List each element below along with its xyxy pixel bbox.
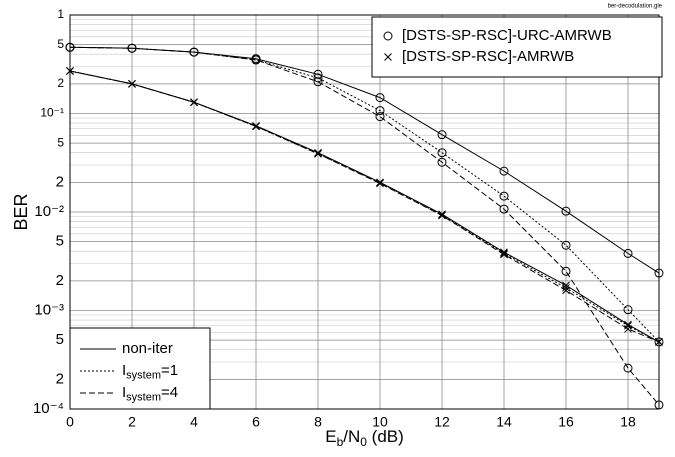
y-tick-label: 2: [56, 173, 64, 190]
marker: [376, 179, 384, 188]
series-line: [69, 70, 660, 343]
marker: [375, 106, 385, 116]
legend-marker: [384, 53, 392, 61]
marker: [623, 305, 633, 315]
marker: [437, 157, 447, 167]
marker: [562, 286, 570, 295]
marker: [437, 130, 447, 140]
y-tick-label: 2: [57, 76, 64, 90]
text-part: /N: [343, 427, 360, 446]
subscript: 0: [360, 435, 367, 449]
y-tick-label: 10⁻²: [34, 203, 64, 220]
marker: [127, 43, 137, 53]
legend-box: [69, 327, 211, 410]
series-line: [69, 70, 660, 343]
y-tick-label: 5: [56, 331, 64, 348]
series-line: [69, 46, 660, 343]
marker: [624, 325, 632, 333]
marker: [314, 149, 322, 158]
subscript: b: [337, 435, 344, 449]
x-tick-label: 8: [314, 414, 322, 430]
y-tick-label: 5: [56, 233, 64, 250]
x-tick-label: 2: [128, 414, 136, 430]
series-line: [69, 46, 660, 274]
series-line: [69, 70, 660, 343]
legend-box: [371, 16, 663, 78]
marker: [561, 240, 571, 250]
marker: [623, 363, 633, 373]
source-file: ber-decodulation.gle: [608, 4, 663, 10]
y-tick-label: 5: [57, 37, 64, 51]
marker: [654, 400, 664, 410]
text-part: non-iter: [122, 340, 173, 357]
plot-frame: [69, 14, 660, 410]
marker: [500, 249, 508, 258]
marker: [313, 77, 323, 87]
subscript: system: [126, 369, 161, 381]
y-tick-label: 10⁻³: [34, 301, 64, 318]
marker: [500, 250, 508, 259]
x-tick-label: 10: [372, 414, 388, 430]
x-tick-label: 4: [190, 414, 198, 430]
marker: [655, 338, 663, 346]
x-tick-label: 6: [252, 414, 260, 430]
marker: [251, 55, 261, 65]
marker: [561, 266, 571, 276]
marker: [375, 112, 385, 122]
y-tick-label: 5: [57, 135, 64, 149]
marker: [252, 122, 260, 131]
y-axis-label: BER: [11, 193, 31, 230]
y-tick-label: 1: [57, 7, 64, 21]
x-tick-label: 16: [558, 414, 574, 430]
marker: [375, 93, 385, 103]
text-part: (dB): [367, 427, 404, 446]
legend-label: Isystem=4: [122, 384, 178, 403]
x-tick-label: 0: [66, 414, 74, 430]
legend-label: non-iter: [122, 340, 173, 357]
legend-label: [DSTS-SP-RSC]-AMRWB: [402, 48, 574, 65]
marker: [66, 67, 74, 75]
marker: [189, 47, 199, 57]
x-tick-label: 14: [496, 414, 512, 430]
marker: [499, 166, 509, 176]
legend-marker: [383, 31, 393, 41]
marker: [623, 248, 633, 258]
x-tick-label: 18: [620, 414, 636, 430]
x-axis-label: Eb/N0 (dB): [325, 427, 404, 449]
x-tick-label: 12: [434, 414, 450, 430]
marker: [65, 42, 75, 52]
text-part: =4: [161, 384, 178, 401]
legend-label: [DSTS-SP-RSC]-URC-AMRWB: [402, 27, 612, 44]
marker: [128, 79, 136, 88]
marker: [438, 211, 446, 220]
marker: [562, 283, 570, 292]
marker: [561, 206, 571, 216]
marker: [624, 321, 632, 330]
marker: [499, 191, 509, 201]
text-part: E: [325, 427, 336, 446]
marker: [438, 210, 446, 219]
marker: [499, 204, 509, 214]
subscript: system: [126, 391, 161, 403]
marker: [654, 268, 664, 278]
text-part: I: [122, 384, 126, 401]
text-part: =1: [161, 362, 178, 379]
text-part: I: [122, 362, 126, 379]
marker: [313, 69, 323, 79]
y-tick-label: 10⁻⁴: [33, 400, 64, 417]
y-tick-label: 10⁻¹: [40, 106, 64, 120]
y-tick-label: 2: [56, 370, 64, 387]
legend-label: Isystem=1: [122, 362, 178, 381]
marker: [190, 98, 198, 107]
marker: [654, 337, 664, 347]
marker: [437, 148, 447, 158]
y-tick-label: 2: [56, 272, 64, 289]
